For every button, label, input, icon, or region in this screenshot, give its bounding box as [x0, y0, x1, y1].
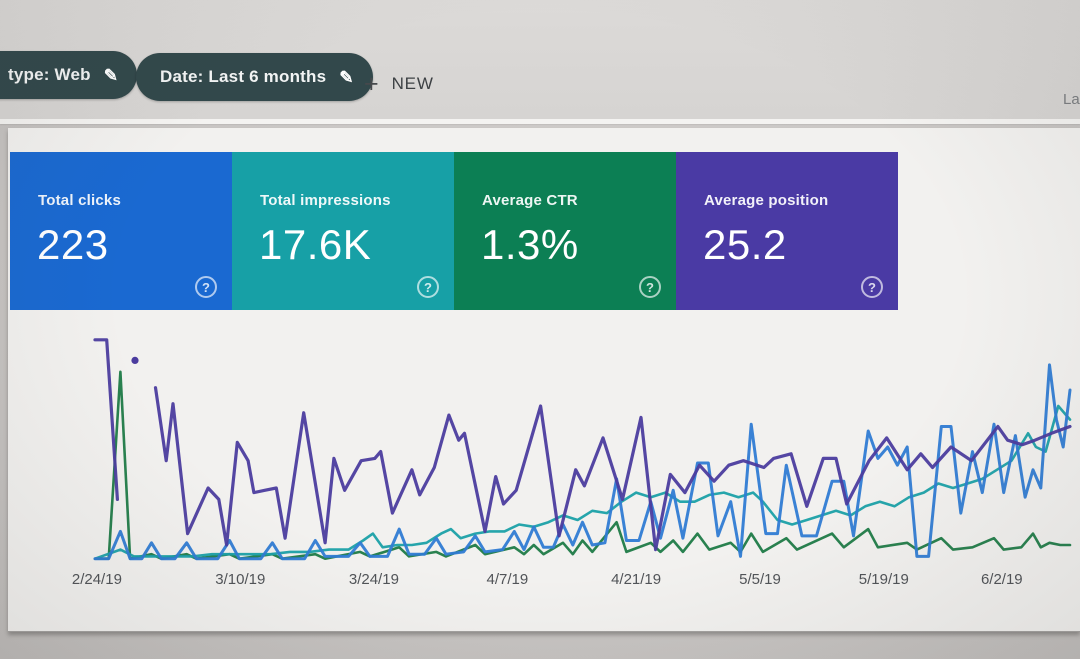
- x-axis-tick-label: 3/10/19: [215, 571, 266, 588]
- help-icon[interactable]: ?: [639, 276, 661, 298]
- chart-isolated-point-position: [131, 356, 139, 364]
- metric-card-label: Total impressions: [260, 192, 391, 209]
- metric-cards-row: Total clicks 223 ? Total impressions 17.…: [10, 152, 898, 310]
- metric-card-value: 1.3%: [481, 221, 579, 268]
- metric-card-average-ctr[interactable]: Average CTR 1.3% ?: [454, 152, 676, 310]
- metric-card-value: 25.2: [703, 221, 787, 268]
- series-line-position: [93, 338, 119, 501]
- series-line-ctr: [93, 370, 1072, 560]
- metric-card-label: Total clicks: [38, 192, 121, 209]
- metric-card-label: Average position: [704, 192, 829, 209]
- series-line-impressions: [93, 404, 1072, 560]
- edit-icon[interactable]: ✎: [339, 67, 354, 87]
- x-axis-tick-label: 5/19/19: [858, 571, 909, 588]
- filter-bar: type: Web ✎ Date: Last 6 months ✎ + NEW …: [0, 0, 1080, 119]
- x-axis-tick-label: 2/24/19: [71, 571, 122, 588]
- metric-card-total-clicks[interactable]: Total clicks 223 ?: [10, 152, 232, 310]
- plus-icon: +: [364, 69, 379, 98]
- help-icon[interactable]: ?: [195, 276, 217, 298]
- x-axis-tick-label: 4/21/19: [611, 571, 662, 588]
- x-axis-tick-label: 3/24/19: [348, 571, 399, 588]
- filter-chip-date-range-label: Date: Last 6 months: [160, 67, 327, 86]
- performance-line-chart[interactable]: [93, 333, 1075, 565]
- new-filter-button[interactable]: + NEW: [364, 66, 434, 102]
- series-line-clicks: [93, 363, 1072, 561]
- last-updated-text-truncated: La: [1063, 91, 1080, 108]
- help-icon[interactable]: ?: [417, 276, 439, 298]
- performance-panel: Total clicks 223 ? Total impressions 17.…: [8, 128, 1080, 632]
- metric-card-value: 223: [37, 221, 109, 268]
- series-line-position: [153, 386, 1072, 552]
- x-axis-tick-label: 6/2/19: [980, 571, 1023, 588]
- filter-bar-divider: [0, 119, 1080, 124]
- new-filter-button-label: NEW: [391, 74, 434, 93]
- filter-chip-date-range[interactable]: Date: Last 6 months ✎: [136, 53, 373, 101]
- metric-card-label: Average CTR: [482, 192, 578, 209]
- help-icon[interactable]: ?: [861, 276, 883, 298]
- metric-card-total-impressions[interactable]: Total impressions 17.6K ?: [232, 152, 454, 310]
- filter-chip-search-type-label: type: Web: [8, 65, 91, 84]
- metric-card-value: 17.6K: [259, 221, 372, 268]
- performance-line-chart-svg: [93, 338, 1072, 561]
- metric-card-average-position[interactable]: Average position 25.2 ?: [676, 152, 898, 310]
- x-axis-labels: 2/24/19 3/10/19 3/24/19 4/7/19 4/21/19 5/5/19…: [72, 571, 1075, 593]
- edit-icon[interactable]: ✎: [103, 65, 119, 85]
- x-axis-tick-label: 5/5/19: [739, 571, 781, 588]
- x-axis-tick-label: 4/7/19: [486, 571, 529, 588]
- filter-chip-search-type[interactable]: type: Web ✎: [0, 51, 138, 99]
